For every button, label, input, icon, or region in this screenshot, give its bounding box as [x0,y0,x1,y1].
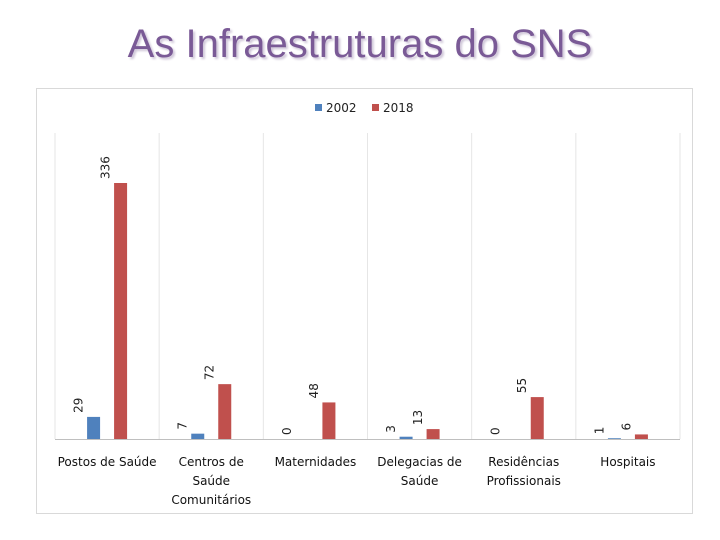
data-label: 0 [488,427,502,435]
data-label: 7 [176,422,190,430]
data-label: 6 [619,423,633,431]
data-label: 55 [515,378,529,393]
legend-swatch [315,104,322,111]
legend-label: 2002 [326,101,357,115]
category-label: Postos de Saúde [58,455,157,469]
category-label: Centros de Saúde Comunitários [171,455,251,507]
data-label: 29 [72,398,86,413]
data-label: 1 [592,427,606,435]
category-label: Delegacias de Saúde [377,455,462,488]
category-label: Maternidades [275,455,357,469]
slide-title: As Infraestruturas do SNS [127,22,593,66]
chart-frame [36,88,693,514]
legend-label: 2018 [383,101,414,115]
bar [87,416,101,439]
legend-swatch [372,104,379,111]
bar [218,384,232,439]
bar [322,402,336,439]
bar [399,436,413,439]
data-label: 48 [307,383,321,398]
category-label: Hospitais [600,455,655,469]
bar [426,429,440,439]
data-label: 336 [99,156,113,179]
bar [114,183,128,439]
bar [530,397,544,439]
category-label: Residências Profissionais [487,455,561,488]
bar [607,438,621,439]
data-label: 72 [203,365,217,380]
data-label: 0 [280,427,294,435]
data-label: 3 [384,425,398,433]
bar [191,433,205,439]
data-label: 13 [411,410,425,425]
bar [634,434,648,439]
